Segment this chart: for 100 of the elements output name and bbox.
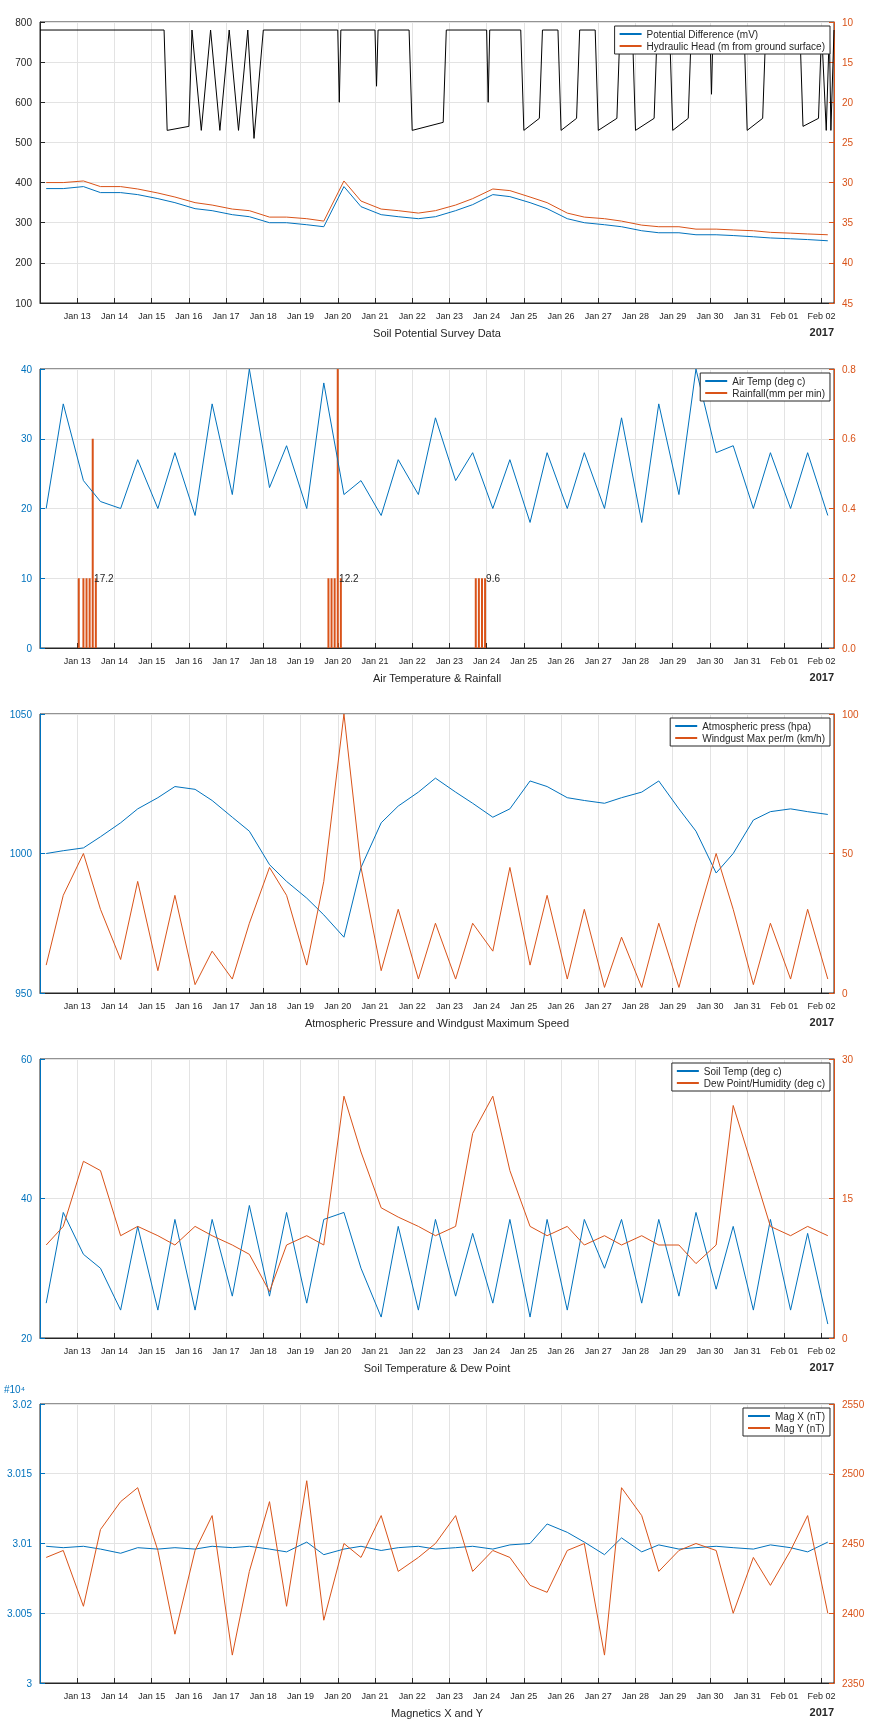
- x-tick-label: Jan 23: [435, 655, 463, 666]
- x-tick-label: Jan 17: [212, 655, 240, 666]
- bar: [85, 578, 88, 648]
- x-tick-label: Jan 27: [584, 1690, 612, 1701]
- x-tick-label: Jan 29: [659, 310, 687, 321]
- x-tick-label: Jan 16: [175, 655, 203, 666]
- y2-tick-label: 2450: [842, 1538, 865, 1549]
- x-tick-label: Jan 29: [659, 1690, 687, 1701]
- y-tick-label: 3.015: [6, 1468, 33, 1480]
- x-tick-label: Jan 26: [547, 655, 575, 666]
- y-tick-label: 600: [15, 96, 33, 108]
- x-tick-label: Jan 19: [287, 1690, 315, 1701]
- bar: [480, 578, 483, 648]
- x-tick-label: Jan 29: [659, 1000, 687, 1011]
- y-tick-label: 3.01: [12, 1538, 33, 1549]
- x-tick-label: Feb 01: [770, 1690, 799, 1701]
- bar: [477, 578, 480, 648]
- x-tick-label: Jan 29: [659, 1345, 687, 1356]
- text: #10⁴: [4, 1383, 25, 1395]
- y2-tick-label: 15: [842, 56, 854, 68]
- y2-tick-label: 40: [842, 257, 854, 269]
- legend-label: Potential Difference (mV): [646, 28, 759, 40]
- legend-label: Dew Point/Humidity (deg c): [703, 1077, 825, 1089]
- x-tick-label: Jan 13: [63, 1000, 91, 1011]
- x-tick-label: Jan 27: [584, 1000, 612, 1011]
- x-tick-label: Jan 16: [175, 1690, 203, 1701]
- x-tick-label: Jan 14: [100, 1000, 128, 1011]
- x-tick-label: Jan 31: [733, 1690, 761, 1701]
- x-tick-label: Jan 15: [138, 1000, 166, 1011]
- legend-label: Windgust Max per/m (km/h): [702, 732, 826, 744]
- x-tick-label: Jan 15: [138, 1690, 166, 1701]
- y-tick-label: 20: [20, 1332, 33, 1344]
- x-tick-label: Feb 02: [807, 1000, 836, 1011]
- y-tick-label: 300: [15, 217, 33, 229]
- x-tick-label: Jan 30: [696, 1345, 724, 1356]
- y-tick-label: 3.005: [6, 1607, 33, 1619]
- x-tick-label: Jan 31: [733, 1000, 761, 1011]
- x-tick-label: Jan 30: [696, 655, 724, 666]
- y2-tick-label: 0.2: [842, 572, 857, 584]
- x-tick-label: Jan 25: [510, 1000, 538, 1011]
- x-tick-label: Feb 02: [807, 1690, 836, 1701]
- x-tick-label: Feb 02: [807, 310, 836, 321]
- x-axis-title: Soil Temperature & Dew Point: [363, 1361, 511, 1374]
- x-tick-label: Jan 28: [621, 655, 650, 666]
- x-tick-label: Jan 21: [361, 310, 389, 321]
- x-tick-label: Jan 20: [324, 1000, 352, 1011]
- y-tick-label: 60: [20, 1053, 33, 1065]
- x-tick-label: Jan 28: [621, 1000, 650, 1011]
- y2-tick-label: 0: [842, 1332, 848, 1344]
- bar: [474, 578, 477, 648]
- y2-tick-label: 45: [842, 297, 854, 309]
- line-series: [45, 180, 829, 236]
- y2-tick-label: 2550: [842, 1398, 865, 1410]
- x-tick-label: Jan 20: [324, 655, 352, 666]
- line-series: [45, 1095, 829, 1292]
- y-tick-label: 700: [15, 56, 33, 68]
- x-tick-label: Jan 18: [249, 1345, 277, 1356]
- bar: [330, 578, 333, 648]
- bar: [82, 578, 85, 648]
- x-tick-label: Jan 21: [361, 1000, 389, 1011]
- x-tick-label: Jan 31: [733, 310, 761, 321]
- legend-label: Mag X (nT): [774, 1410, 826, 1422]
- y-tick-label: 40: [20, 1193, 33, 1204]
- x-tick-label: Jan 22: [398, 655, 426, 666]
- x-tick-label: Jan 22: [398, 310, 426, 321]
- x-tick-label: Jan 14: [100, 1345, 128, 1356]
- y2-tick-label: 0.8: [842, 363, 857, 375]
- x-tick-label: Jan 22: [398, 1000, 426, 1011]
- line-series: [45, 1204, 829, 1325]
- y-tick-label: 100: [15, 297, 33, 309]
- x-tick-label: Jan 17: [212, 1000, 240, 1011]
- line-series: [45, 1523, 829, 1556]
- x-tick-label: Jan 29: [659, 655, 687, 666]
- y-tick-label: 20: [20, 503, 33, 514]
- x-tick-label: Jan 15: [138, 1345, 166, 1356]
- x-tick-label: Jan 15: [138, 655, 166, 666]
- legend-label: Soil Temp (deg c): [703, 1065, 782, 1077]
- x-axis-title: Air Temperature & Rainfall: [372, 671, 502, 684]
- legend-label: Air Temp (deg c): [732, 375, 806, 387]
- x-tick-label: Jan 19: [287, 310, 315, 321]
- x-tick-label: Jan 23: [435, 1000, 463, 1011]
- x-tick-label: Jan 25: [510, 1345, 538, 1356]
- legend-label: Rainfall(mm per min): [732, 387, 825, 399]
- line-series: [39, 29, 835, 139]
- y-tick-label: 1000: [9, 848, 33, 859]
- x-tick-label: Jan 26: [547, 310, 575, 321]
- x-axis-title: Magnetics X and Y: [390, 1706, 484, 1719]
- annotation: 12.2: [339, 572, 360, 584]
- y2-tick-label: 25: [842, 136, 854, 148]
- x-tick-label: Jan 18: [249, 1000, 277, 1011]
- x-tick-label: Jan 24: [473, 310, 501, 321]
- y2-tick-label: 30: [842, 177, 854, 189]
- bar: [327, 578, 330, 648]
- y2-tick-label: 2350: [842, 1677, 865, 1689]
- x-tick-label: Jan 31: [733, 1345, 761, 1356]
- text: 2017: [809, 1360, 835, 1373]
- x-tick-label: Jan 17: [212, 1345, 240, 1356]
- x-tick-label: Jan 24: [473, 1345, 501, 1356]
- x-tick-label: Jan 27: [584, 1345, 612, 1356]
- x-tick-label: Jan 19: [287, 655, 315, 666]
